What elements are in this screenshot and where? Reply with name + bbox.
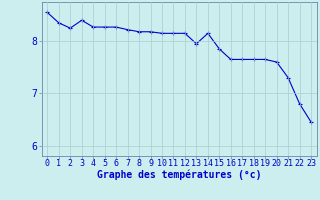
X-axis label: Graphe des températures (°c): Graphe des températures (°c) (97, 169, 261, 180)
